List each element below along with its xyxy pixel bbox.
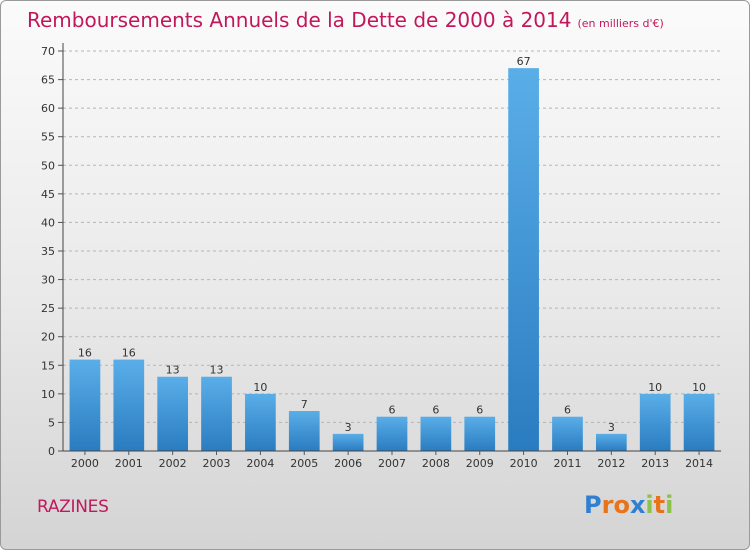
x-tick-label: 2004: [246, 457, 274, 470]
x-tick-label: 2012: [597, 457, 625, 470]
x-tick-label: 2011: [553, 457, 581, 470]
bar-2000: [69, 359, 101, 451]
logo-letter: r: [601, 491, 614, 519]
value-label: 7: [301, 398, 308, 411]
value-label: 6: [389, 404, 396, 417]
y-tick-label: 45: [41, 188, 55, 201]
bar-2009: [464, 416, 496, 451]
bar-2012: [595, 433, 627, 451]
y-tick-label: 25: [41, 302, 55, 315]
x-tick-label: 2001: [115, 457, 143, 470]
axes: [58, 43, 721, 455]
labels: 0 5 10 15 20 25 30 35 40 45 50 55 60 65 70 16 2000 16 2001…: [41, 45, 713, 470]
y-tick-label: 30: [41, 274, 55, 287]
x-tick-label: 2010: [510, 457, 538, 470]
logo-letter: i: [645, 491, 654, 519]
y-tick-label: 60: [41, 102, 55, 115]
value-label: 67: [517, 55, 531, 68]
x-tick-label: 2013: [641, 457, 669, 470]
value-label: 6: [564, 404, 571, 417]
x-tick-label: 2005: [290, 457, 318, 470]
value-label: 6: [476, 404, 483, 417]
x-tick-label: 2014: [685, 457, 713, 470]
y-tick-label: 50: [41, 159, 55, 172]
logo-letter: o: [613, 491, 630, 519]
value-label: 10: [692, 381, 706, 394]
value-label: 3: [345, 421, 352, 434]
y-tick-label: 70: [41, 45, 55, 58]
bar-2007: [376, 416, 408, 451]
y-tick-label: 35: [41, 245, 55, 258]
bar-2010: [508, 68, 539, 452]
bar-2014: [683, 393, 715, 451]
value-label: 13: [166, 364, 180, 377]
y-tick-label: 15: [41, 359, 55, 372]
y-tick-label: 0: [48, 445, 55, 458]
x-tick-label: 2002: [159, 457, 187, 470]
logo-letter: i: [665, 491, 674, 519]
bar-2004: [245, 393, 276, 451]
x-tick-label: 2003: [203, 457, 231, 470]
x-tick-label: 2000: [71, 457, 99, 470]
chart-title: Remboursements Annuels de la Dette de 20…: [27, 8, 664, 32]
bar-2008: [420, 416, 452, 451]
y-tick-label: 40: [41, 216, 55, 229]
value-label: 10: [253, 381, 267, 394]
x-tick-label: 2006: [334, 457, 362, 470]
bar-2011: [552, 416, 583, 451]
commune-name: RAZINES: [37, 497, 109, 517]
bar-2001: [113, 359, 145, 451]
proxiti-logo: Proxiti: [584, 491, 673, 519]
value-label: 3: [608, 421, 615, 434]
x-tick-label: 2009: [466, 457, 494, 470]
x-tick-label: 2008: [422, 457, 450, 470]
value-label: 16: [122, 347, 136, 360]
bars: [69, 68, 715, 452]
bar-2006: [332, 433, 364, 451]
title-text: Remboursements Annuels de la Dette de 20…: [27, 8, 572, 32]
unit-text: (en milliers d'€): [577, 17, 664, 30]
bar-2003: [201, 376, 232, 451]
value-label: 16: [78, 347, 92, 360]
bar-2005: [288, 411, 320, 451]
y-tick-label: 65: [41, 74, 55, 87]
y-tick-label: 5: [48, 416, 55, 429]
x-tick-label: 2007: [378, 457, 406, 470]
y-tick-label: 20: [41, 331, 55, 344]
y-tick-label: 55: [41, 131, 55, 144]
bar-2013: [639, 393, 671, 451]
bar-2002: [157, 376, 189, 451]
logo-letter: x: [629, 491, 646, 519]
value-label: 10: [648, 381, 662, 394]
value-label: 13: [210, 364, 224, 377]
y-tick-label: 10: [41, 388, 55, 401]
logo-letter: t: [653, 491, 666, 519]
logo-letter: P: [584, 491, 602, 519]
value-label: 6: [432, 404, 439, 417]
